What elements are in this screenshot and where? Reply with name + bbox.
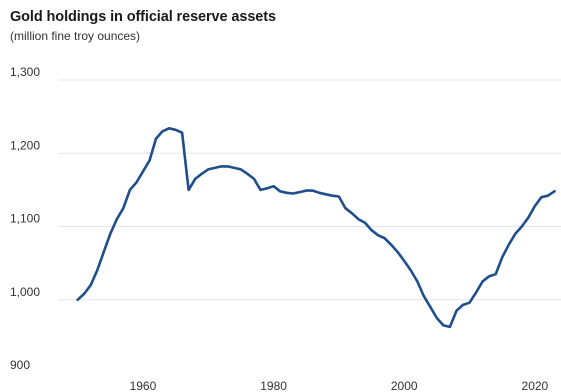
y-tick-label: 1,300 [10, 65, 40, 79]
gold-holdings-line [76, 127, 556, 329]
x-axis-tick-labels: 1960 1980 2000 2020 [130, 379, 549, 392]
y-tick-label: 1,200 [10, 138, 40, 152]
y-tick-label: 900 [10, 358, 30, 372]
x-tick-label: 1960 [130, 379, 157, 392]
y-tick-label: 1,100 [10, 212, 40, 226]
y-axis-tick-labels: 900 1,000 1,100 1,200 1,300 [10, 65, 40, 372]
chart-title: Gold holdings in official reserve assets [10, 9, 276, 25]
x-tick-label: 2020 [522, 379, 549, 392]
gridlines [58, 79, 561, 301]
series-lines [76, 127, 556, 329]
chart-subtitle: (million fine troy ounces) [10, 29, 141, 43]
x-tick-label: 2000 [391, 379, 418, 392]
y-tick-label: 1,000 [10, 285, 40, 299]
x-tick-label: 1980 [260, 379, 287, 392]
